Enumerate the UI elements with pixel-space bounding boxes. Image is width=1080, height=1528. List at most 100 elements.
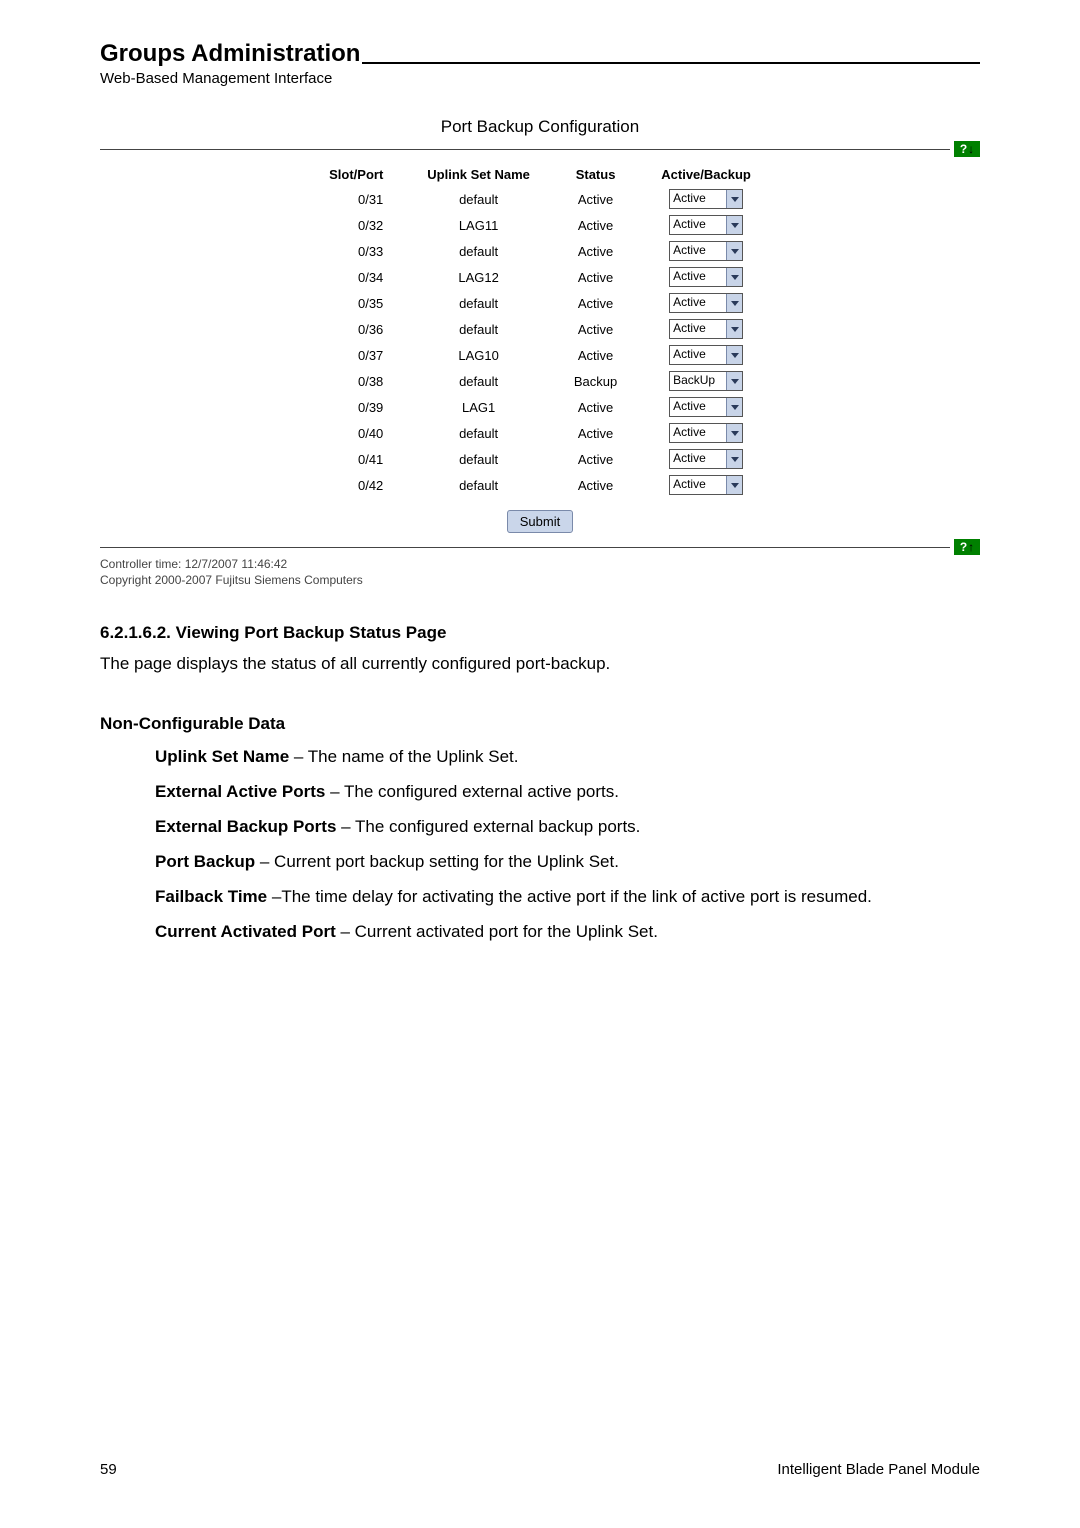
select-value: Active: [670, 294, 726, 312]
controller-time: Controller time: 12/7/2007 11:46:42: [100, 557, 980, 571]
definition-item: Port Backup – Current port backup settin…: [155, 851, 980, 874]
active-backup-select[interactable]: Active: [669, 267, 743, 287]
active-backup-select[interactable]: Active: [669, 319, 743, 339]
active-backup-select[interactable]: Active: [669, 215, 743, 235]
definition-term: Uplink Set Name: [155, 747, 289, 766]
noncfg-heading: Non-Configurable Data: [100, 714, 980, 734]
cell-dropdown: Active: [639, 264, 773, 290]
table-row: 0/40defaultActiveActive: [307, 420, 773, 446]
cell-slotport: 0/34: [307, 264, 405, 290]
cell-slotport: 0/40: [307, 420, 405, 446]
table-row: 0/39LAG1ActiveActive: [307, 394, 773, 420]
select-value: Active: [670, 346, 726, 364]
cell-uplink: default: [405, 290, 552, 316]
cell-status: Active: [552, 446, 639, 472]
active-backup-select[interactable]: Active: [669, 293, 743, 313]
definition-item: External Backup Ports – The configured e…: [155, 816, 980, 839]
chevron-down-icon: [726, 320, 742, 338]
bottom-rule: [100, 547, 950, 548]
active-backup-select[interactable]: Active: [669, 241, 743, 261]
cell-status: Active: [552, 186, 639, 212]
active-backup-select[interactable]: Active: [669, 397, 743, 417]
cell-slotport: 0/32: [307, 212, 405, 238]
cell-status: Active: [552, 316, 639, 342]
chevron-down-icon: [726, 450, 742, 468]
section-heading: 6.2.1.6.2. Viewing Port Backup Status Pa…: [100, 623, 980, 643]
cell-dropdown: Active: [639, 342, 773, 368]
up-arrow-icon: ↑: [968, 541, 974, 553]
cell-dropdown: Active: [639, 238, 773, 264]
select-value: Active: [670, 190, 726, 208]
chevron-down-icon: [726, 398, 742, 416]
cell-status: Backup: [552, 368, 639, 394]
chevron-down-icon: [726, 424, 742, 442]
chevron-down-icon: [726, 346, 742, 364]
definition-term: Port Backup: [155, 852, 255, 871]
cell-status: Active: [552, 290, 639, 316]
definition-desc: – Current activated port for the Uplink …: [336, 922, 658, 941]
cell-dropdown: Active: [639, 420, 773, 446]
cell-slotport: 0/37: [307, 342, 405, 368]
cell-slotport: 0/42: [307, 472, 405, 498]
cell-dropdown: Active: [639, 186, 773, 212]
select-value: BackUp: [670, 372, 726, 390]
cell-status: Active: [552, 342, 639, 368]
cell-status: Active: [552, 264, 639, 290]
active-backup-select[interactable]: BackUp: [669, 371, 743, 391]
active-backup-select[interactable]: Active: [669, 423, 743, 443]
cell-dropdown: Active: [639, 316, 773, 342]
cell-status: Active: [552, 420, 639, 446]
definition-term: External Backup Ports: [155, 817, 336, 836]
help-icon: ?: [960, 143, 967, 155]
product-name: Intelligent Blade Panel Module: [777, 1461, 980, 1478]
port-backup-table: Slot/Port Uplink Set Name Status Active/…: [307, 163, 773, 498]
page-title: Groups Administration: [100, 40, 360, 68]
definition-desc: – The configured external active ports.: [325, 782, 619, 801]
cell-uplink: default: [405, 368, 552, 394]
table-row: 0/36defaultActiveActive: [307, 316, 773, 342]
col-activebackup: Active/Backup: [639, 163, 773, 186]
down-arrow-icon: ↓: [968, 143, 974, 155]
active-backup-select[interactable]: Active: [669, 189, 743, 209]
submit-button[interactable]: Submit: [507, 510, 573, 533]
table-row: 0/38defaultBackup BackUp: [307, 368, 773, 394]
cell-dropdown: BackUp: [639, 368, 773, 394]
definition-desc: – The configured external backup ports.: [336, 817, 640, 836]
cell-slotport: 0/33: [307, 238, 405, 264]
cell-slotport: 0/31: [307, 186, 405, 212]
cell-slotport: 0/36: [307, 316, 405, 342]
definition-term: Current Activated Port: [155, 922, 336, 941]
definition-desc: – Current port backup setting for the Up…: [255, 852, 619, 871]
select-value: Active: [670, 268, 726, 286]
cell-uplink: default: [405, 446, 552, 472]
active-backup-select[interactable]: Active: [669, 449, 743, 469]
cell-dropdown: Active: [639, 446, 773, 472]
table-row: 0/37LAG10ActiveActive: [307, 342, 773, 368]
chevron-down-icon: [726, 242, 742, 260]
active-backup-select[interactable]: Active: [669, 475, 743, 495]
active-backup-select[interactable]: Active: [669, 345, 743, 365]
cell-uplink: default: [405, 186, 552, 212]
cell-status: Active: [552, 472, 639, 498]
definition-desc: –The time delay for activating the activ…: [267, 887, 872, 906]
cell-slotport: 0/38: [307, 368, 405, 394]
table-row: 0/34LAG12ActiveActive: [307, 264, 773, 290]
select-value: Active: [670, 398, 726, 416]
cell-uplink: LAG10: [405, 342, 552, 368]
cell-status: Active: [552, 212, 639, 238]
help-up-badge[interactable]: ? ↑: [954, 539, 980, 555]
cell-status: Active: [552, 394, 639, 420]
definition-item: External Active Ports – The configured e…: [155, 781, 980, 804]
help-down-badge[interactable]: ? ↓: [954, 141, 980, 157]
table-row: 0/31defaultActiveActive: [307, 186, 773, 212]
table-row: 0/35defaultActiveActive: [307, 290, 773, 316]
chevron-down-icon: [726, 476, 742, 494]
definition-term: External Active Ports: [155, 782, 325, 801]
cell-uplink: LAG12: [405, 264, 552, 290]
definition-item: Current Activated Port – Current activat…: [155, 921, 980, 944]
definition-item: Failback Time –The time delay for activa…: [155, 886, 980, 909]
page-subtitle: Web-Based Management Interface: [100, 70, 980, 87]
chevron-down-icon: [726, 372, 742, 390]
cell-uplink: default: [405, 472, 552, 498]
col-status: Status: [552, 163, 639, 186]
